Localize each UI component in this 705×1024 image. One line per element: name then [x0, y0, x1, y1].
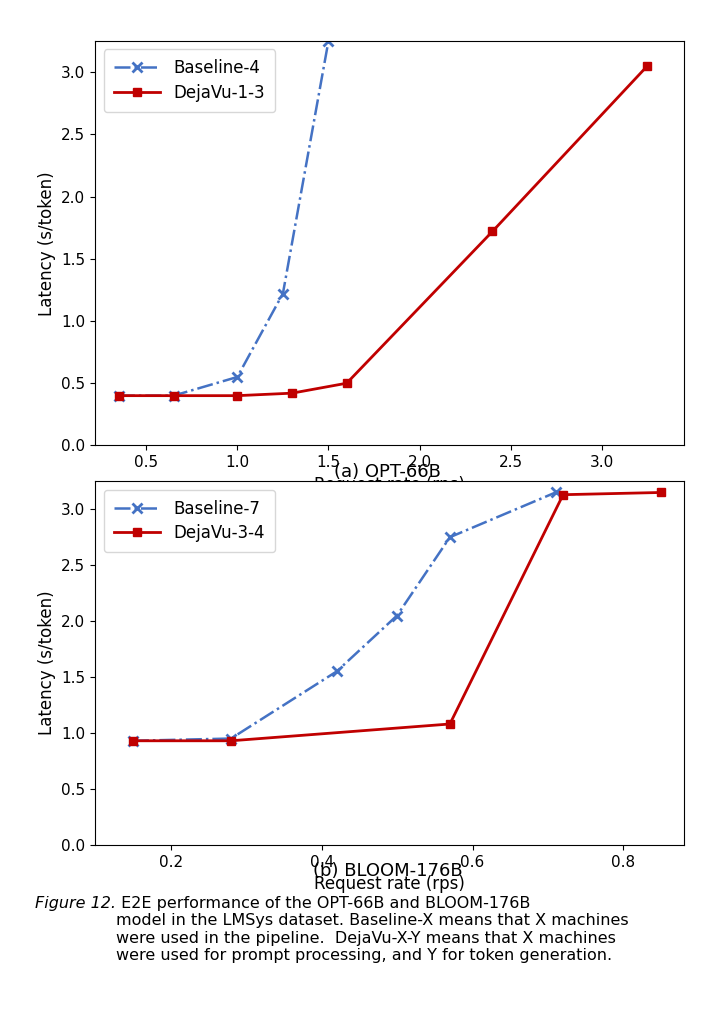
DejaVu-3-4 [129, 734, 137, 746]
Legend: Baseline-7, DejaVu-3-4: Baseline-7, DejaVu-3-4 [104, 489, 275, 552]
Line: Baseline-7: Baseline-7 [128, 487, 560, 745]
Y-axis label: Latency (s/token): Latency (s/token) [37, 591, 56, 735]
Baseline-7 [393, 609, 401, 622]
Baseline-4 [324, 35, 333, 47]
Baseline-7 [227, 732, 235, 744]
Baseline-4 [115, 389, 123, 401]
Text: Figure 12.: Figure 12. [35, 896, 116, 911]
Text: (a) OPT-66B: (a) OPT-66B [334, 463, 441, 481]
Baseline-7 [551, 486, 560, 499]
Line: DejaVu-3-4: DejaVu-3-4 [129, 488, 666, 744]
Baseline-4 [278, 288, 287, 300]
DejaVu-1-3 [169, 389, 178, 401]
Baseline-7 [333, 666, 341, 678]
Baseline-7 [446, 531, 454, 544]
DejaVu-3-4 [559, 488, 568, 501]
X-axis label: Request rate (rps): Request rate (rps) [314, 476, 465, 494]
Line: Baseline-4: Baseline-4 [114, 36, 333, 400]
DejaVu-1-3 [343, 377, 351, 389]
Baseline-4 [233, 371, 242, 383]
Baseline-7 [129, 734, 137, 746]
DejaVu-3-4 [227, 734, 235, 746]
DejaVu-1-3 [643, 59, 651, 72]
DejaVu-1-3 [233, 389, 242, 401]
DejaVu-1-3 [115, 389, 123, 401]
DejaVu-3-4 [657, 486, 666, 499]
DejaVu-1-3 [288, 387, 296, 399]
Baseline-4 [169, 389, 178, 401]
Y-axis label: Latency (s/token): Latency (s/token) [37, 171, 56, 315]
DejaVu-1-3 [489, 225, 497, 238]
Text: E2E performance of the OPT-66B and BLOOM-176B
model in the LMSys dataset. Baseli: E2E performance of the OPT-66B and BLOOM… [116, 896, 629, 964]
Line: DejaVu-1-3: DejaVu-1-3 [115, 61, 651, 399]
Legend: Baseline-4, DejaVu-1-3: Baseline-4, DejaVu-1-3 [104, 49, 275, 112]
Text: (b) BLOOM-176B: (b) BLOOM-176B [313, 862, 462, 881]
DejaVu-3-4 [446, 718, 454, 730]
X-axis label: Request rate (rps): Request rate (rps) [314, 876, 465, 893]
